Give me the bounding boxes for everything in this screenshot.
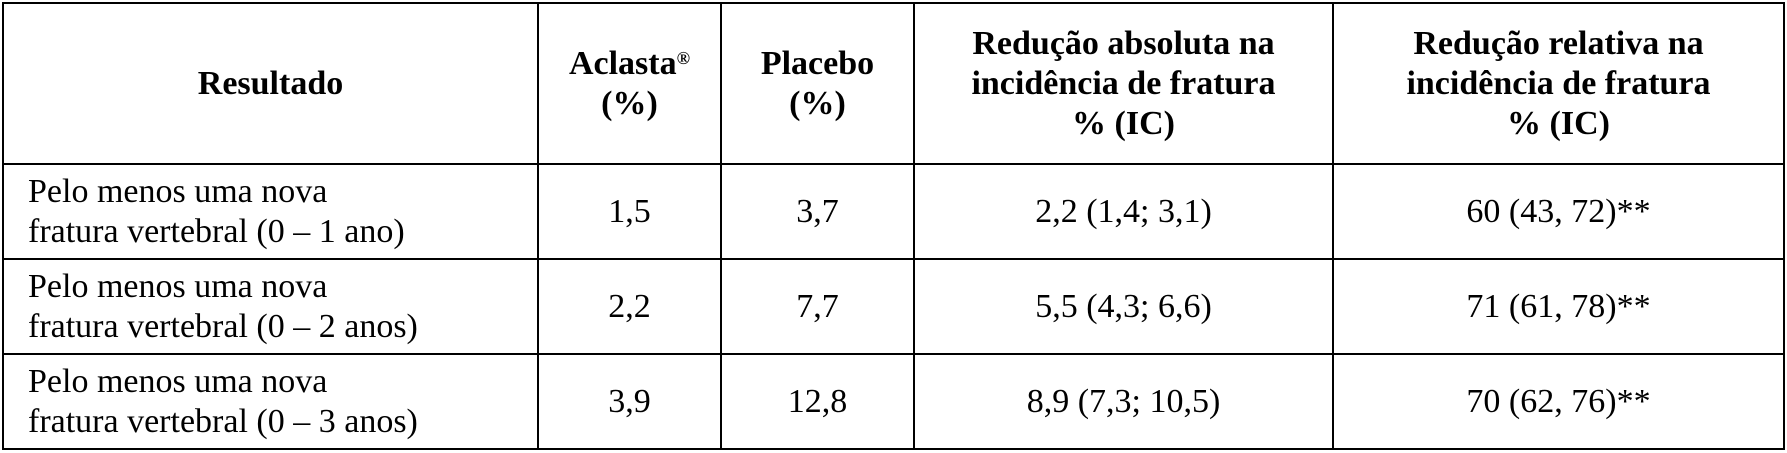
row-label-line2: fratura vertebral (0 – 2 anos) xyxy=(28,307,418,345)
cell-aclasta: 2,2 xyxy=(537,258,722,355)
header-relative-reduction: Redução relativa na incidência de fratur… xyxy=(1332,2,1785,165)
cell-placebo: 12,8 xyxy=(720,353,915,450)
cell-placebo: 7,7 xyxy=(720,258,915,355)
row-label-line1: Pelo menos uma nova xyxy=(28,172,328,210)
row-label-line1: Pelo menos uma nova xyxy=(28,362,328,400)
cell-relative-reduction: 60 (43, 72)** xyxy=(1332,163,1785,260)
header-absolute-line3: % (IC) xyxy=(1072,104,1175,142)
cell-placebo: 3,7 xyxy=(720,163,915,260)
header-placebo-unit: (%) xyxy=(789,84,846,122)
header-absolute-line2: incidência de fratura xyxy=(971,64,1276,102)
header-resultado-text: Resultado xyxy=(197,64,344,102)
row-label-line1: Pelo menos uma nova xyxy=(28,267,328,305)
row-label-line2: fratura vertebral (0 – 3 anos) xyxy=(28,402,418,440)
cell-absolute-reduction: 8,9 (7,3; 10,5) xyxy=(913,353,1334,450)
table-row: Pelo menos uma nova fratura vertebral (0… xyxy=(2,353,1785,450)
header-relative-line2: incidência de fratura xyxy=(1406,64,1711,102)
cell-relative-reduction: 70 (62, 76)** xyxy=(1332,353,1785,450)
table-row: Pelo menos uma nova fratura vertebral (0… xyxy=(2,258,1785,355)
header-aclasta-title: Aclasta® xyxy=(551,44,708,84)
header-placebo-name: Placebo xyxy=(760,44,875,82)
header-placebo: Placebo (%) xyxy=(720,2,915,165)
cell-aclasta: 1,5 xyxy=(537,163,722,260)
header-absolute-reduction: Redução absoluta na incidência de fratur… xyxy=(913,2,1334,165)
cell-aclasta: 3,9 xyxy=(537,353,722,450)
header-relative-line3: % (IC) xyxy=(1507,104,1610,142)
table-row: Pelo menos uma nova fratura vertebral (0… xyxy=(2,163,1785,260)
header-resultado: Resultado xyxy=(2,2,539,165)
registered-mark: ® xyxy=(676,47,691,68)
header-row: Resultado Aclasta® (%) Placebo (%) Reduç… xyxy=(2,2,1785,165)
header-relative-line1: Redução relativa na xyxy=(1413,24,1704,62)
header-aclasta-name: Aclasta xyxy=(568,44,677,82)
header-aclasta-unit: (%) xyxy=(601,84,658,122)
cell-absolute-reduction: 5,5 (4,3; 6,6) xyxy=(913,258,1334,355)
row-label: Pelo menos uma nova fratura vertebral (0… xyxy=(2,163,539,260)
header-absolute-line1: Redução absoluta na xyxy=(972,24,1275,62)
row-label: Pelo menos uma nova fratura vertebral (0… xyxy=(2,258,539,355)
row-label: Pelo menos uma nova fratura vertebral (0… xyxy=(2,353,539,450)
header-aclasta: Aclasta® (%) xyxy=(537,2,722,165)
row-label-line2: fratura vertebral (0 – 1 ano) xyxy=(28,212,405,250)
cell-absolute-reduction: 2,2 (1,4; 3,1) xyxy=(913,163,1334,260)
cell-relative-reduction: 71 (61, 78)** xyxy=(1332,258,1785,355)
